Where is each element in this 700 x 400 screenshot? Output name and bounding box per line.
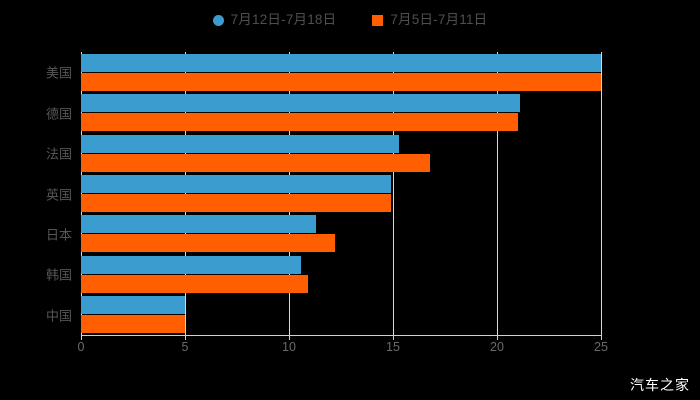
- gridline-x-0: [81, 52, 82, 335]
- legend-marker-square-icon: [372, 14, 384, 26]
- y-axis-label-韩国: 韩国: [45, 267, 72, 283]
- y-axis-label-美国: 美国: [45, 65, 72, 81]
- y-axis-label-日本: 日本: [45, 227, 72, 243]
- legend-label-series-2: 7月5日-7月11日: [390, 12, 488, 28]
- x-tick-mark-25: [601, 335, 602, 340]
- x-axis-line: [81, 335, 601, 336]
- bar-中国-series-1[interactable]: [81, 296, 185, 315]
- x-tick-label-5: 5: [181, 340, 189, 354]
- gridline-x-20: [497, 52, 498, 335]
- x-tick-label-10: 10: [282, 340, 296, 354]
- bar-美国-series-1[interactable]: [81, 53, 601, 72]
- gridline-x-10: [289, 52, 290, 335]
- bar-英国-series-1[interactable]: [81, 175, 391, 193]
- chart-legend: 7月12日-7月18日 7月5日-7月11日: [0, 8, 700, 32]
- y-axis-category-labels: 美国德国法国英国日本韩国中国: [0, 0, 72, 400]
- x-tick-mark-5: [185, 335, 186, 340]
- bar-法国-series-2[interactable]: [81, 153, 431, 172]
- bar-韩国-series-1[interactable]: [81, 255, 302, 274]
- watermark: 汽车之家: [630, 377, 690, 393]
- y-axis-label-英国: 英国: [45, 187, 72, 202]
- gridline-x-15: [393, 52, 394, 335]
- gridline-x-5: [185, 52, 186, 335]
- x-tick-mark-15: [393, 335, 394, 340]
- y-axis-label-中国: 中国: [45, 308, 72, 324]
- bar-中国-series-2[interactable]: [81, 315, 185, 334]
- legend-marker-circle-icon: [212, 14, 224, 26]
- bar-美国-series-2[interactable]: [81, 72, 601, 91]
- x-tick-label-25: 25: [594, 340, 608, 354]
- bar-韩国-series-2[interactable]: [81, 274, 308, 293]
- bar-日本-series-1[interactable]: [81, 215, 317, 234]
- legend-entry-series-1[interactable]: 7月12日-7月18日: [212, 12, 337, 28]
- x-tick-mark-10: [289, 335, 290, 340]
- y-axis-label-法国: 法国: [45, 146, 72, 162]
- x-tick-label-0: 0: [77, 340, 85, 354]
- bar-法国-series-1[interactable]: [81, 134, 400, 153]
- bar-德国-series-2[interactable]: [81, 113, 518, 132]
- y-axis-label-德国: 德国: [45, 106, 72, 122]
- legend-label-series-1: 7月12日-7月18日: [230, 12, 337, 28]
- gridline-x-25: [601, 52, 602, 335]
- x-tick-label-20: 20: [490, 340, 504, 354]
- plot-area: [81, 52, 602, 335]
- legend-entry-series-2[interactable]: 7月5日-7月11日: [372, 13, 487, 27]
- x-tick-mark-20: [497, 335, 498, 340]
- bar-英国-series-2[interactable]: [81, 194, 391, 212]
- bar-德国-series-1[interactable]: [81, 94, 520, 113]
- x-tick-mark-0: [81, 335, 82, 340]
- x-tick-label-15: 15: [386, 340, 400, 354]
- bar-日本-series-2[interactable]: [81, 234, 335, 253]
